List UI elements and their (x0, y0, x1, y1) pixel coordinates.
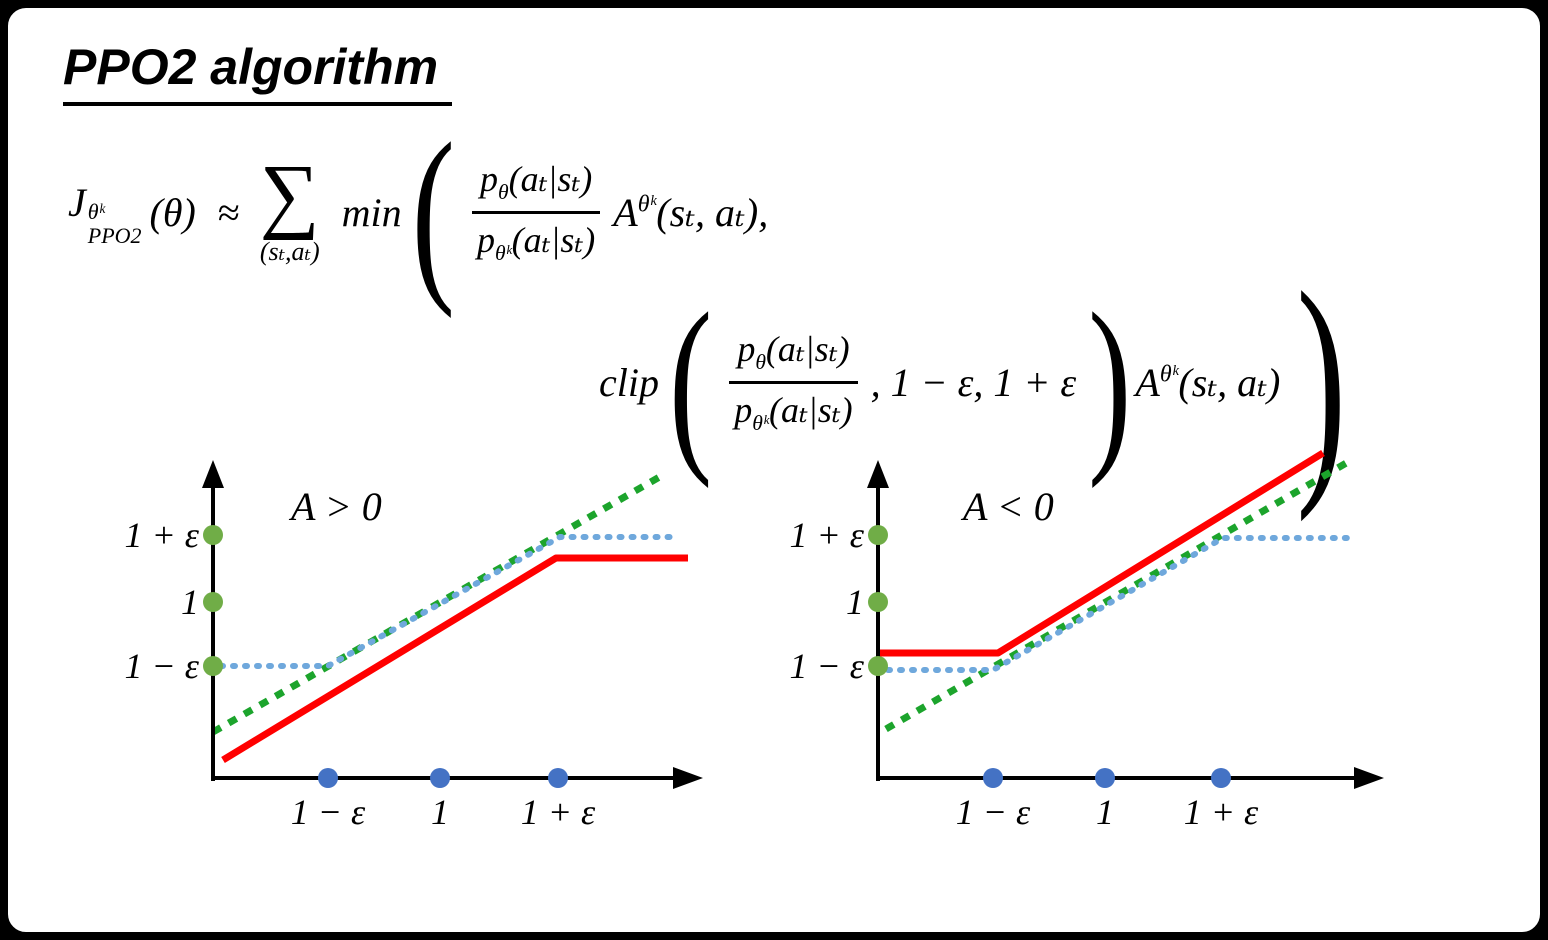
lhs-args: (θ) (149, 189, 196, 235)
sigma-subscript: (sₜ,aₜ) (259, 236, 320, 266)
x-tick-dots (318, 768, 568, 788)
fraction-numerator: pθ(aₜ|sₜ) (729, 326, 858, 385)
x-tick-label: 1 (431, 792, 449, 832)
y-tick-label: 1 − ε (125, 646, 200, 686)
x-tick-label: 1 (1096, 792, 1114, 832)
x-dot-1-plus-eps (1211, 768, 1231, 788)
x-tick-label: 1 + ε (521, 792, 596, 832)
identity-line (884, 458, 1350, 733)
numerator-args: (aₜ|sₜ) (508, 159, 593, 199)
A-letter: A (613, 189, 638, 235)
sigma-symbol: ∑ (259, 148, 320, 242)
J-superscript: θᵏ (87, 198, 105, 224)
y-tick-dots (203, 525, 223, 676)
p-letter: p (480, 159, 498, 199)
approx-sign: ≈ (217, 189, 240, 235)
clip-open-paren: ( (668, 274, 713, 491)
y-dot-1 (868, 592, 888, 612)
x-dot-1 (1095, 768, 1115, 788)
identity-line (211, 471, 665, 736)
y-tick-label: 1 − ε (790, 646, 865, 686)
A-letter: A (1135, 359, 1160, 405)
clip-line (885, 535, 1351, 673)
y-tick-dots (868, 525, 888, 676)
y-dot-1-minus-eps (203, 656, 223, 676)
clip-bounds: , 1 − ε, 1 + ε (870, 359, 1077, 405)
y-tick-label: 1 (846, 582, 864, 622)
A-superscript: θᵏ (637, 191, 657, 218)
objective-line (221, 554, 688, 763)
plot-a-positive: A > 0 1 + ε 1 1 − ε 1 − ε 1 1 + ε (125, 460, 703, 832)
axes (867, 460, 1384, 789)
plot-title: A > 0 (288, 484, 382, 529)
plot-title: A < 0 (960, 484, 1054, 529)
advantage-term-2: Aθᵏ(sₜ, aₜ) (1135, 359, 1280, 406)
x-tick-dots (983, 768, 1231, 788)
page-title: PPO2 algorithm (63, 38, 453, 106)
fraction-denominator: pθᵏ(aₜ|sₜ) (469, 214, 603, 268)
J-subscript: PPO2 (87, 223, 142, 249)
theta-k-subscript: θᵏ (494, 241, 512, 266)
A-args: (sₜ, aₜ), (656, 189, 769, 235)
x-dot-1-minus-eps (983, 768, 1003, 788)
A-superscript: θᵏ (1159, 361, 1179, 388)
summation: ∑ (sₜ,aₜ) (259, 148, 320, 266)
x-dot-1 (430, 768, 450, 788)
min-function: min (341, 189, 402, 235)
x-dot-1-minus-eps (318, 768, 338, 788)
p-letter: p (734, 390, 753, 431)
denominator-args: (aₜ|sₜ) (768, 390, 853, 431)
x-tick-label: 1 + ε (1184, 792, 1259, 832)
theta-subscript: θ (755, 350, 766, 375)
y-dot-1-minus-eps (868, 656, 888, 676)
fraction-numerator: pθ(aₜ|sₜ) (472, 156, 601, 215)
ratio-fraction-2: pθ(aₜ|sₜ) pθᵏ(aₜ|sₜ) (726, 326, 860, 438)
p-letter: p (476, 220, 495, 261)
y-dot-1 (203, 592, 223, 612)
J-letter: J (68, 179, 86, 225)
x-axis-arrow (673, 767, 703, 789)
ratio-fraction: pθ(aₜ|sₜ) pθᵏ(aₜ|sₜ) (469, 156, 603, 268)
clip-function: clip (599, 359, 659, 405)
theta-subscript: θ (498, 180, 509, 205)
theta-k-subscript: θᵏ (752, 411, 769, 436)
A-args: (sₜ, aₜ) (1178, 359, 1281, 405)
x-tick-label: 1 − ε (291, 792, 366, 832)
p-letter: p (737, 329, 756, 369)
numerator-args: (aₜ|sₜ) (765, 329, 850, 369)
fraction-denominator: pθᵏ(aₜ|sₜ) (726, 384, 860, 438)
x-axis-arrow (1354, 767, 1384, 789)
J-supsub: θᵏ PPO2 (87, 198, 142, 249)
y-tick-label: 1 + ε (125, 515, 200, 555)
big-open-paren: ( (411, 104, 455, 321)
x-dot-1-plus-eps (548, 768, 568, 788)
y-tick-label: 1 + ε (790, 515, 865, 555)
clip-line (218, 534, 678, 669)
y-axis-arrow (867, 460, 889, 488)
denominator-args: (aₜ|sₜ) (511, 220, 596, 261)
advantage-term-1: Aθᵏ(sₜ, aₜ), (613, 189, 768, 236)
y-dot-1-plus-eps (868, 525, 888, 545)
y-axis-arrow (202, 460, 224, 488)
y-dot-1-plus-eps (203, 525, 223, 545)
objective-line (880, 450, 1325, 657)
clip-close-paren: ) (1088, 274, 1132, 491)
x-tick-label: 1 − ε (956, 792, 1031, 832)
y-tick-label: 1 (181, 582, 199, 622)
formula-line-2: clip ( pθ(aₜ|sₜ) pθᵏ(aₜ|sₜ) , 1 − ε, 1 +… (593, 255, 1350, 510)
plot-a-negative: A < 0 1 + ε 1 1 − ε 1 − ε 1 1 + ε (790, 450, 1384, 832)
